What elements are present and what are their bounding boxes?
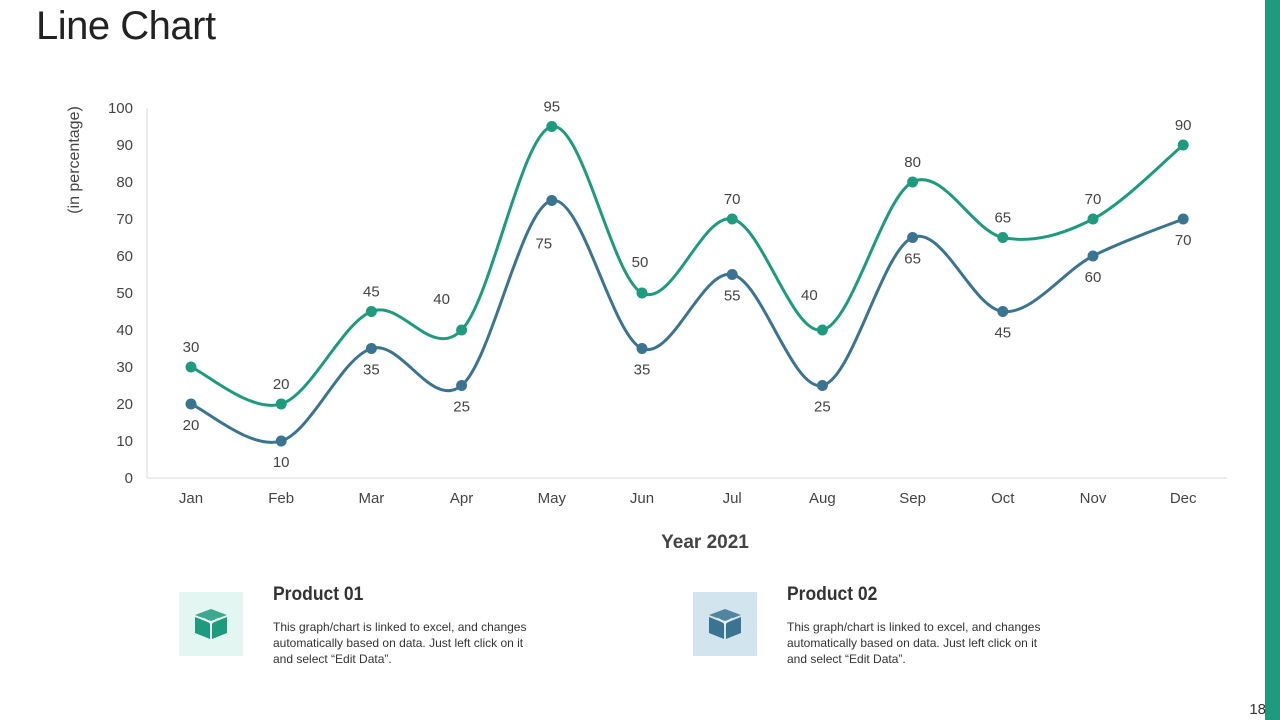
accent-bar bbox=[1265, 0, 1280, 720]
data-point bbox=[546, 121, 558, 132]
page-title: Line Chart bbox=[36, 4, 216, 48]
x-tick-label: Dec bbox=[1170, 490, 1197, 507]
data-label-1: 20 bbox=[273, 376, 290, 393]
x-axis-label: Year 2021 bbox=[661, 532, 749, 553]
product-01-icon-box bbox=[179, 592, 243, 656]
data-point bbox=[997, 232, 1009, 243]
product-01-title: Product 01 bbox=[273, 584, 364, 605]
data-point bbox=[275, 398, 287, 410]
data-point bbox=[726, 269, 738, 280]
y-tick-label: 70 bbox=[116, 211, 133, 228]
data-point bbox=[456, 380, 468, 391]
y-tick-label: 10 bbox=[116, 433, 133, 450]
product-02-title: Product 02 bbox=[787, 584, 878, 605]
x-tick-label: May bbox=[538, 490, 567, 507]
data-point bbox=[365, 306, 377, 317]
x-tick-label: Mar bbox=[358, 490, 384, 507]
data-point bbox=[907, 176, 919, 188]
data-label-2: 55 bbox=[724, 288, 741, 305]
data-label-1: 50 bbox=[632, 254, 649, 271]
y-tick-label: 100 bbox=[108, 100, 133, 117]
data-point bbox=[1177, 139, 1189, 151]
series-line-1 bbox=[189, 124, 1185, 407]
x-tick-label: Feb bbox=[268, 490, 294, 507]
data-point bbox=[816, 324, 828, 336]
x-tick-label: Nov bbox=[1080, 490, 1107, 507]
box-icon bbox=[195, 609, 227, 639]
data-point bbox=[365, 343, 377, 354]
data-label-2: 45 bbox=[994, 325, 1011, 342]
x-tick-label: Apr bbox=[450, 490, 473, 507]
y-tick-label: 90 bbox=[116, 137, 133, 154]
y-tick-label: 60 bbox=[116, 248, 133, 265]
data-point bbox=[816, 380, 828, 391]
data-label-2: 20 bbox=[183, 417, 200, 434]
data-point bbox=[636, 287, 648, 299]
data-point bbox=[456, 324, 468, 336]
x-tick-label: Jul bbox=[723, 490, 742, 507]
data-label-1: 70 bbox=[1085, 191, 1102, 208]
product-01-description: This graph/chart is linked to excel, and… bbox=[273, 620, 527, 666]
product-02-description: This graph/chart is linked to excel, and… bbox=[787, 620, 1041, 666]
data-point bbox=[1087, 250, 1099, 262]
data-label-1: 45 bbox=[363, 284, 380, 301]
data-label-1: 90 bbox=[1175, 117, 1192, 134]
data-point bbox=[185, 361, 197, 373]
y-tick-label: 40 bbox=[116, 322, 133, 339]
y-tick-label: 0 bbox=[125, 470, 133, 487]
x-tick-label: Sep bbox=[899, 490, 926, 507]
data-point bbox=[275, 435, 287, 447]
data-label-1: 65 bbox=[994, 210, 1011, 227]
data-point bbox=[636, 343, 648, 354]
data-label-2: 65 bbox=[904, 251, 921, 268]
data-point bbox=[726, 213, 738, 225]
data-label-1: 40 bbox=[433, 291, 450, 308]
line-chart[interactable]: 0 10 20 30 40 50 60 70 80 90 100 Jan Feb Mar Apr May Jun… bbox=[0, 0, 1280, 560]
data-point bbox=[185, 398, 197, 410]
data-label-2: 70 bbox=[1175, 232, 1192, 249]
data-label-1: 70 bbox=[724, 191, 741, 208]
product-02-icon-box bbox=[693, 592, 757, 656]
y-tick-label: 20 bbox=[116, 396, 133, 413]
series-line-2 bbox=[189, 198, 1185, 444]
x-tick-label: Jun bbox=[630, 490, 654, 507]
data-point bbox=[1087, 213, 1099, 225]
data-label-2: 10 bbox=[273, 454, 290, 471]
data-label-2: 35 bbox=[363, 362, 380, 379]
data-label-2: 35 bbox=[634, 362, 651, 379]
data-point bbox=[997, 306, 1009, 317]
data-label-1: 30 bbox=[183, 339, 200, 356]
x-tick-label: Oct bbox=[991, 490, 1015, 507]
x-tick-label: Jan bbox=[179, 490, 203, 507]
y-tick-label: 80 bbox=[116, 174, 133, 191]
data-label-1: 80 bbox=[904, 154, 921, 171]
data-point bbox=[907, 232, 919, 243]
data-label-2: 25 bbox=[814, 399, 831, 416]
data-point bbox=[1177, 213, 1189, 225]
y-tick-label: 30 bbox=[116, 359, 133, 376]
x-tick-label: Aug bbox=[809, 490, 836, 507]
data-label-2: 60 bbox=[1085, 269, 1102, 286]
data-label-1: 95 bbox=[543, 99, 560, 116]
page-number: 18 bbox=[1249, 701, 1266, 718]
data-label-2: 25 bbox=[453, 399, 470, 416]
y-tick-label: 50 bbox=[116, 285, 133, 302]
data-label-1: 40 bbox=[801, 287, 818, 304]
data-point bbox=[546, 195, 558, 206]
y-axis-label: (in percentage) bbox=[66, 106, 83, 214]
box-icon bbox=[709, 609, 741, 639]
data-label-2: 75 bbox=[535, 236, 552, 253]
